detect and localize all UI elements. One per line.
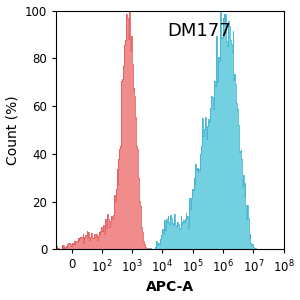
Y-axis label: Count (%): Count (%) [6,95,20,165]
Polygon shape [41,11,284,249]
Text: DM177: DM177 [168,22,231,40]
Polygon shape [41,11,284,249]
X-axis label: APC-A: APC-A [146,280,194,294]
